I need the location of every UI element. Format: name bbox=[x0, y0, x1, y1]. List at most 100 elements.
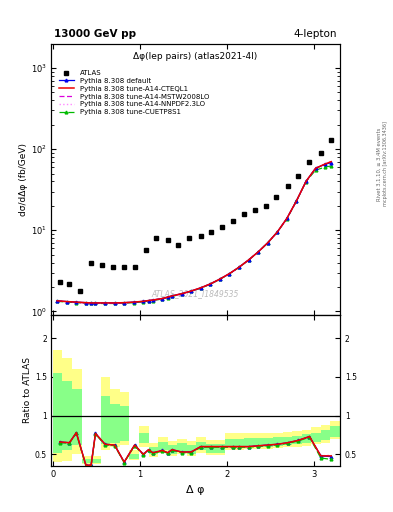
Legend: ATLAS, Pythia 8.308 default, Pythia 8.308 tune-A14-CTEQL1, Pythia 8.308 tune-A14: ATLAS, Pythia 8.308 default, Pythia 8.30… bbox=[57, 69, 210, 117]
Pythia 8.308 tune-A14-CTEQL1 bbox=[151, 297, 155, 303]
Pythia 8.308 tune-A14-CTEQL1 bbox=[313, 165, 318, 172]
ATLAS bbox=[132, 264, 137, 270]
Line: ATLAS: ATLAS bbox=[57, 137, 334, 293]
ATLAS bbox=[264, 203, 268, 209]
Pythia 8.308 tune-A14-NNPDF2.3LO bbox=[55, 297, 59, 304]
Pythia 8.308 default bbox=[323, 161, 327, 167]
ATLAS bbox=[57, 279, 62, 285]
Pythia 8.308 tune-CUETP8S1 bbox=[89, 301, 94, 307]
Pythia 8.308 tune-A14-MSTW2008LO bbox=[151, 297, 155, 303]
Pythia 8.308 tune-CUETP8S1 bbox=[265, 240, 270, 246]
Pythia 8.308 tune-CUETP8S1 bbox=[112, 301, 117, 307]
ATLAS bbox=[318, 150, 323, 156]
Pythia 8.308 default bbox=[285, 215, 289, 221]
Pythia 8.308 default bbox=[208, 281, 213, 287]
Pythia 8.308 tune-A14-NNPDF2.3LO bbox=[189, 288, 193, 294]
Text: Δφ(lep pairs) (atlas2021-4l): Δφ(lep pairs) (atlas2021-4l) bbox=[133, 52, 258, 60]
ATLAS bbox=[329, 137, 334, 143]
Pythia 8.308 tune-A14-NNPDF2.3LO bbox=[165, 294, 170, 300]
Pythia 8.308 tune-A14-CTEQL1 bbox=[265, 240, 270, 246]
Text: 13000 GeV pp: 13000 GeV pp bbox=[54, 30, 136, 39]
ATLAS bbox=[252, 206, 257, 212]
Pythia 8.308 tune-A14-MSTW2008LO bbox=[294, 198, 299, 204]
Pythia 8.308 tune-A14-NNPDF2.3LO bbox=[146, 297, 151, 304]
ATLAS bbox=[198, 233, 203, 239]
Pythia 8.308 tune-A14-CTEQL1 bbox=[112, 300, 117, 306]
Pythia 8.308 tune-CUETP8S1 bbox=[160, 296, 165, 302]
Pythia 8.308 default bbox=[160, 295, 165, 302]
ATLAS bbox=[242, 210, 246, 217]
Pythia 8.308 tune-A14-MSTW2008LO bbox=[275, 229, 280, 235]
Pythia 8.308 tune-CUETP8S1 bbox=[93, 301, 98, 307]
Pythia 8.308 default bbox=[141, 298, 146, 304]
Pythia 8.308 tune-CUETP8S1 bbox=[151, 297, 155, 304]
Pythia 8.308 tune-A14-NNPDF2.3LO bbox=[170, 293, 174, 299]
Line: Pythia 8.308 default: Pythia 8.308 default bbox=[56, 161, 332, 304]
Pythia 8.308 tune-A14-NNPDF2.3LO bbox=[285, 215, 289, 221]
Pythia 8.308 tune-A14-CTEQL1 bbox=[198, 285, 203, 291]
Pythia 8.308 tune-A14-CTEQL1 bbox=[285, 215, 289, 221]
Pythia 8.308 tune-CUETP8S1 bbox=[189, 288, 193, 294]
Pythia 8.308 default bbox=[256, 249, 261, 255]
Pythia 8.308 tune-A14-CTEQL1 bbox=[246, 257, 251, 263]
Pythia 8.308 tune-A14-MSTW2008LO bbox=[103, 300, 107, 306]
Pythia 8.308 tune-CUETP8S1 bbox=[165, 294, 170, 301]
Pythia 8.308 tune-A14-CTEQL1 bbox=[323, 161, 327, 167]
ATLAS bbox=[165, 237, 170, 243]
Pythia 8.308 default bbox=[294, 198, 299, 204]
ATLAS bbox=[122, 264, 127, 270]
Pythia 8.308 tune-A14-CTEQL1 bbox=[237, 264, 241, 270]
Y-axis label: Ratio to ATLAS: Ratio to ATLAS bbox=[23, 357, 32, 423]
Pythia 8.308 tune-A14-NNPDF2.3LO bbox=[256, 249, 261, 255]
Pythia 8.308 tune-A14-NNPDF2.3LO bbox=[208, 281, 213, 287]
Pythia 8.308 tune-A14-CTEQL1 bbox=[84, 300, 88, 306]
Text: mcplots.cern.ch [arXiv:1306.3436]: mcplots.cern.ch [arXiv:1306.3436] bbox=[383, 121, 387, 206]
Pythia 8.308 tune-A14-CTEQL1 bbox=[208, 281, 213, 287]
Pythia 8.308 tune-A14-NNPDF2.3LO bbox=[246, 257, 251, 263]
Pythia 8.308 tune-A14-NNPDF2.3LO bbox=[141, 298, 146, 304]
Line: Pythia 8.308 tune-CUETP8S1: Pythia 8.308 tune-CUETP8S1 bbox=[56, 164, 332, 305]
Pythia 8.308 tune-CUETP8S1 bbox=[217, 276, 222, 283]
Pythia 8.308 tune-CUETP8S1 bbox=[208, 281, 213, 287]
ATLAS bbox=[307, 159, 312, 165]
Pythia 8.308 tune-A14-MSTW2008LO bbox=[329, 159, 334, 165]
Pythia 8.308 tune-A14-MSTW2008LO bbox=[165, 294, 170, 301]
Pythia 8.308 tune-A14-CTEQL1 bbox=[122, 300, 127, 306]
Pythia 8.308 tune-A14-MSTW2008LO bbox=[160, 295, 165, 302]
Pythia 8.308 tune-CUETP8S1 bbox=[275, 229, 280, 235]
Pythia 8.308 tune-CUETP8S1 bbox=[256, 249, 261, 255]
Pythia 8.308 tune-A14-NNPDF2.3LO bbox=[329, 159, 334, 165]
Pythia 8.308 tune-A14-CTEQL1 bbox=[217, 276, 222, 282]
ATLAS bbox=[67, 281, 72, 287]
Pythia 8.308 default bbox=[151, 297, 155, 303]
Pythia 8.308 tune-A14-MSTW2008LO bbox=[256, 249, 261, 255]
Pythia 8.308 tune-A14-CTEQL1 bbox=[256, 249, 261, 255]
ATLAS bbox=[274, 194, 279, 200]
Pythia 8.308 default bbox=[89, 300, 94, 306]
Pythia 8.308 tune-CUETP8S1 bbox=[198, 285, 203, 291]
ATLAS bbox=[77, 288, 82, 294]
Pythia 8.308 tune-A14-NNPDF2.3LO bbox=[275, 229, 280, 235]
ATLAS bbox=[220, 224, 225, 230]
Pythia 8.308 tune-CUETP8S1 bbox=[141, 299, 146, 305]
X-axis label: Δ φ: Δ φ bbox=[186, 485, 205, 495]
Pythia 8.308 tune-CUETP8S1 bbox=[237, 264, 241, 270]
Pythia 8.308 tune-A14-CTEQL1 bbox=[93, 300, 98, 306]
Pythia 8.308 default bbox=[131, 299, 136, 305]
Pythia 8.308 default bbox=[189, 288, 193, 294]
ATLAS bbox=[110, 264, 115, 270]
Line: Pythia 8.308 tune-A14-MSTW2008LO: Pythia 8.308 tune-A14-MSTW2008LO bbox=[57, 162, 331, 303]
Pythia 8.308 tune-A14-CTEQL1 bbox=[329, 159, 334, 165]
Pythia 8.308 tune-A14-MSTW2008LO bbox=[122, 300, 127, 306]
Pythia 8.308 tune-CUETP8S1 bbox=[179, 291, 184, 297]
Pythia 8.308 default bbox=[313, 165, 318, 172]
Pythia 8.308 default bbox=[304, 178, 309, 184]
ATLAS bbox=[154, 235, 159, 241]
Pythia 8.308 tune-A14-CTEQL1 bbox=[55, 297, 59, 304]
Pythia 8.308 default bbox=[84, 300, 88, 306]
Pythia 8.308 tune-A14-MSTW2008LO bbox=[323, 161, 327, 167]
Text: Rivet 3.1.10, ≥ 3.4M events: Rivet 3.1.10, ≥ 3.4M events bbox=[377, 127, 382, 201]
Pythia 8.308 tune-A14-MSTW2008LO bbox=[89, 300, 94, 306]
Pythia 8.308 default bbox=[112, 300, 117, 306]
Y-axis label: dσ/dΔφ (fb/GeV): dσ/dΔφ (fb/GeV) bbox=[19, 143, 28, 216]
